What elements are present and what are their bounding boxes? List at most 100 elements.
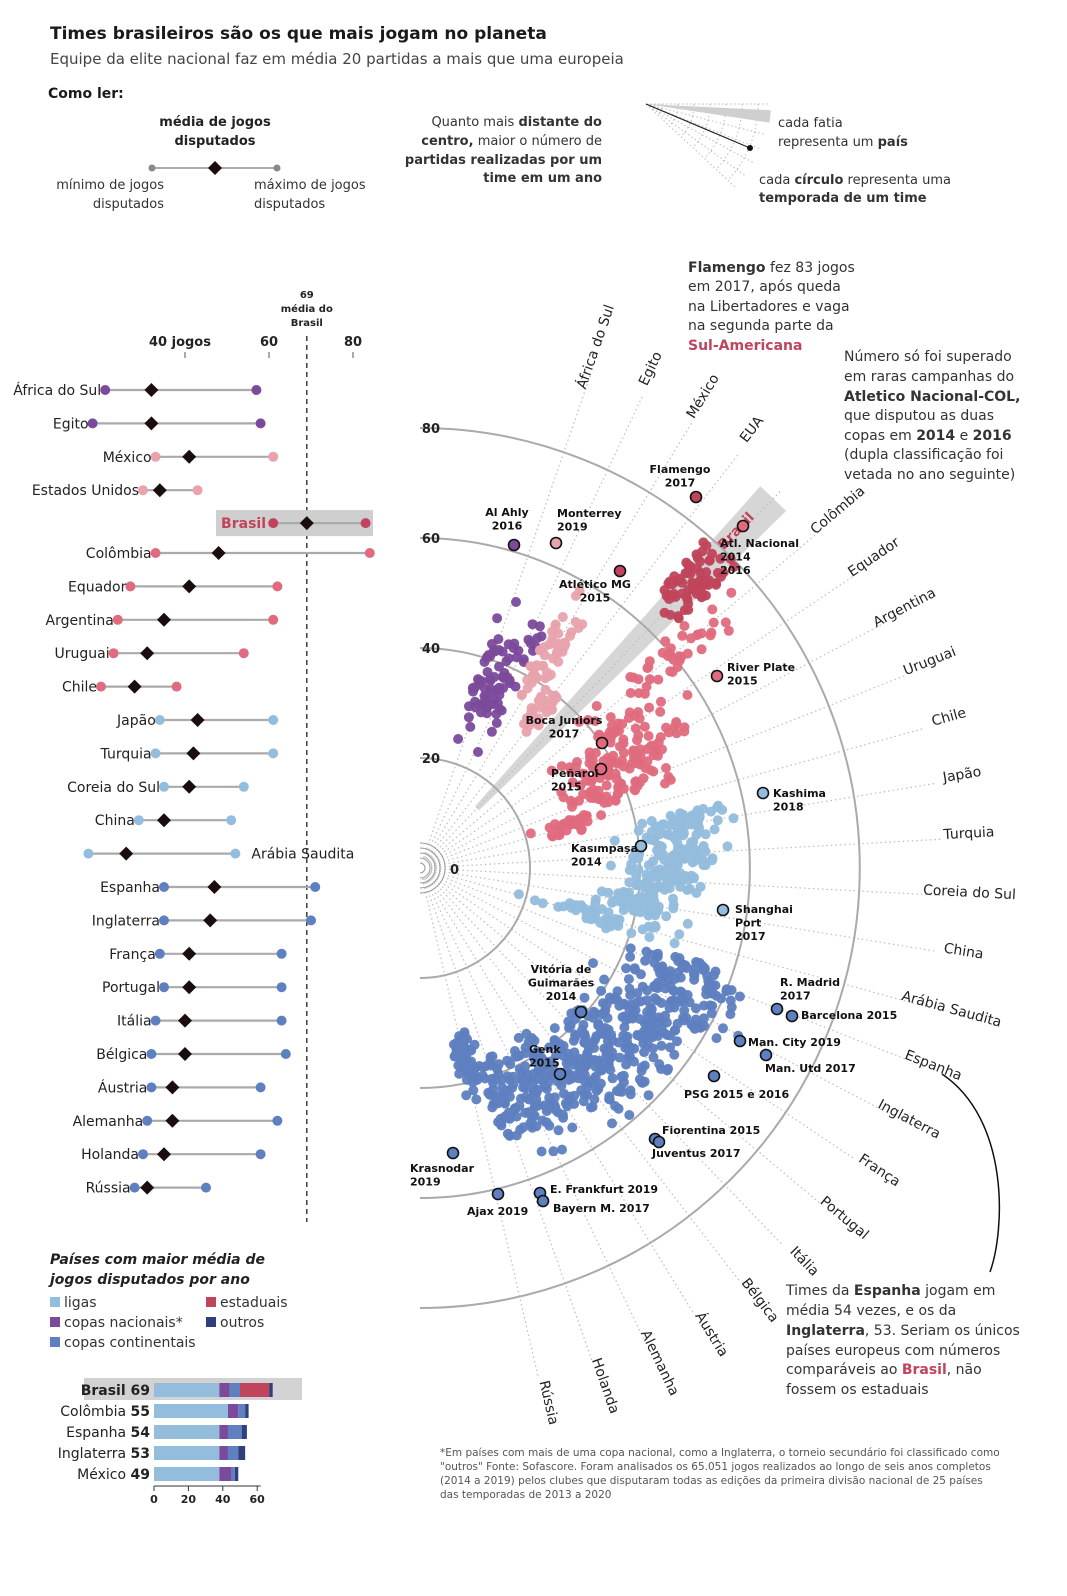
team-season-point bbox=[646, 816, 657, 826]
dumbbell-country-label: Espanha bbox=[100, 880, 160, 896]
team-season-point bbox=[485, 651, 495, 662]
highlighted-team-label: 2014 bbox=[546, 990, 577, 1003]
team-season-point bbox=[672, 1036, 682, 1047]
team-season-point bbox=[471, 1094, 482, 1105]
bar-total: 53 bbox=[131, 1446, 150, 1462]
team-season-point bbox=[513, 889, 524, 900]
team-season-point bbox=[526, 1033, 537, 1043]
annotation-span: distante do bbox=[518, 115, 602, 130]
bar-segment bbox=[154, 1467, 220, 1481]
bar-segment bbox=[154, 1425, 220, 1439]
team-season-point bbox=[712, 815, 723, 826]
annotation-span: representa um bbox=[778, 135, 878, 150]
footnote-line: das temporadas de 2013 a 2020 bbox=[440, 1489, 612, 1501]
dumbbell-max-dot bbox=[226, 815, 237, 826]
espanha-note: comparáveis ao Brasil, não bbox=[786, 1362, 982, 1378]
team-season-point bbox=[531, 1087, 542, 1098]
legend-max-dot bbox=[273, 164, 281, 172]
team-season-point bbox=[646, 826, 657, 837]
team-season-point bbox=[647, 1043, 658, 1054]
team-season-point bbox=[641, 681, 652, 692]
team-season-point bbox=[601, 780, 612, 791]
team-season-point bbox=[588, 958, 598, 969]
highlighted-team-point bbox=[689, 490, 703, 504]
annotation-span: e bbox=[955, 428, 973, 444]
dumbbell-max-dot bbox=[238, 648, 249, 659]
team-season-point bbox=[707, 988, 718, 999]
team-season-point bbox=[669, 938, 680, 949]
team-season-point bbox=[707, 548, 717, 559]
bar-segment bbox=[238, 1446, 246, 1460]
bar-total: 49 bbox=[131, 1467, 150, 1483]
highlighted-team-point bbox=[733, 1034, 747, 1048]
bar-segment bbox=[241, 1425, 247, 1439]
radial-country-label: África do Sul bbox=[573, 302, 618, 391]
dumbbell-max-dot bbox=[306, 915, 316, 926]
dumbbell-max-dot bbox=[276, 948, 287, 959]
legend-min-dot bbox=[148, 164, 156, 172]
team-season-point bbox=[473, 747, 483, 757]
team-season-point bbox=[662, 1030, 673, 1040]
team-season-point bbox=[629, 963, 640, 974]
team-season-point bbox=[509, 638, 520, 649]
annotation-span: país bbox=[878, 135, 909, 150]
legend-mini-dot bbox=[747, 145, 753, 151]
highlighted-team-label: 2019 bbox=[557, 521, 588, 534]
team-season-point bbox=[668, 899, 679, 910]
team-season-point bbox=[629, 1056, 639, 1067]
team-season-point bbox=[692, 630, 703, 641]
team-season-point bbox=[659, 819, 669, 830]
annotation-span: jogam em bbox=[921, 1283, 996, 1299]
team-season-point bbox=[480, 1073, 490, 1084]
highlighted-team-label: Ajax 2019 bbox=[467, 1205, 528, 1218]
team-season-point bbox=[510, 1103, 521, 1114]
annotation-span: Atletico Nacional-COL, bbox=[844, 389, 1020, 405]
team-season-point bbox=[734, 991, 745, 1002]
dumbbell-country-label: Bélgica bbox=[96, 1047, 147, 1063]
bar-total: 55 bbox=[131, 1404, 150, 1420]
team-season-point bbox=[604, 1094, 615, 1104]
dumbbell-min-dot bbox=[146, 1082, 157, 1093]
team-season-point bbox=[494, 689, 505, 700]
highlighted-team-point bbox=[759, 1048, 773, 1062]
team-season-point bbox=[559, 638, 570, 649]
dumbbell-country-label: Áustria bbox=[98, 1079, 147, 1096]
team-season-point bbox=[716, 571, 726, 582]
dumbbell-mean-diamond bbox=[211, 546, 226, 560]
team-season-point bbox=[690, 1014, 701, 1025]
reference-label: 69 bbox=[300, 290, 314, 301]
highlighted-team-label: Al Ahly bbox=[485, 506, 528, 519]
team-season-point bbox=[519, 718, 529, 729]
dumbbell-min-dot bbox=[159, 781, 169, 792]
bar-country: Inglaterra bbox=[58, 1446, 131, 1462]
team-season-point bbox=[607, 1073, 618, 1084]
team-season-point bbox=[665, 643, 676, 654]
dumbbell-min-dot bbox=[154, 948, 165, 959]
dumbbell-mean-diamond bbox=[152, 483, 167, 498]
bar-segment bbox=[227, 1425, 242, 1439]
dumbbell-min-dot bbox=[83, 848, 94, 859]
bar-segment bbox=[229, 1383, 240, 1397]
annotation-span: fossem os estaduais bbox=[786, 1382, 929, 1398]
flamengo-note: Sul-Americana bbox=[688, 338, 802, 354]
team-season-point bbox=[648, 1052, 659, 1063]
highlighted-team-label: 2016 bbox=[492, 520, 523, 533]
radial-country-label: Portugal bbox=[817, 1193, 872, 1243]
team-season-point bbox=[646, 1006, 657, 1017]
team-season-point bbox=[682, 918, 693, 929]
espanha-note: Inglaterra, 53. Seriam os únicos bbox=[786, 1323, 1020, 1339]
highlighted-team-point bbox=[716, 903, 730, 917]
bar-segment bbox=[245, 1404, 249, 1418]
bar-x-tick: 60 bbox=[250, 1493, 266, 1506]
team-season-point bbox=[625, 951, 636, 962]
team-season-point bbox=[503, 653, 514, 664]
bar-segment bbox=[234, 1467, 239, 1481]
radial-country-label: Coreia do Sul bbox=[923, 882, 1017, 903]
dumbbell-mean-diamond bbox=[299, 516, 314, 531]
annotation-span: Espanha bbox=[854, 1283, 921, 1299]
legend-mini-spoke bbox=[645, 103, 754, 163]
team-season-point bbox=[665, 609, 676, 620]
team-season-point bbox=[645, 1020, 656, 1031]
radial-country-label: Chile bbox=[930, 705, 968, 730]
team-season-point bbox=[589, 1094, 600, 1105]
